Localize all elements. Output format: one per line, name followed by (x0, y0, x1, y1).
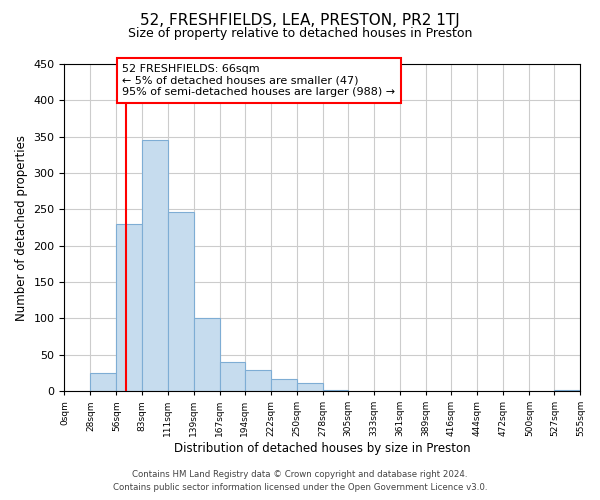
Bar (271, 378, 297, 391)
Bar (167, 212, 194, 391)
Bar (194, 318, 220, 391)
Bar (220, 362, 245, 391)
Bar (116, 224, 142, 391)
Bar (554, 390, 580, 391)
Text: Contains HM Land Registry data © Crown copyright and database right 2024.
Contai: Contains HM Land Registry data © Crown c… (113, 470, 487, 492)
Y-axis label: Number of detached properties: Number of detached properties (15, 134, 28, 320)
Text: Size of property relative to detached houses in Preston: Size of property relative to detached ho… (128, 28, 472, 40)
Bar (91, 373, 116, 391)
Bar (245, 370, 271, 391)
Text: 52, FRESHFIELDS, LEA, PRESTON, PR2 1TJ: 52, FRESHFIELDS, LEA, PRESTON, PR2 1TJ (140, 12, 460, 28)
Bar (323, 390, 348, 391)
Text: 52 FRESHFIELDS: 66sqm
← 5% of detached houses are smaller (47)
95% of semi-detac: 52 FRESHFIELDS: 66sqm ← 5% of detached h… (122, 64, 395, 97)
X-axis label: Distribution of detached houses by size in Preston: Distribution of detached houses by size … (174, 442, 471, 455)
Bar (297, 383, 323, 391)
Bar (142, 140, 167, 391)
